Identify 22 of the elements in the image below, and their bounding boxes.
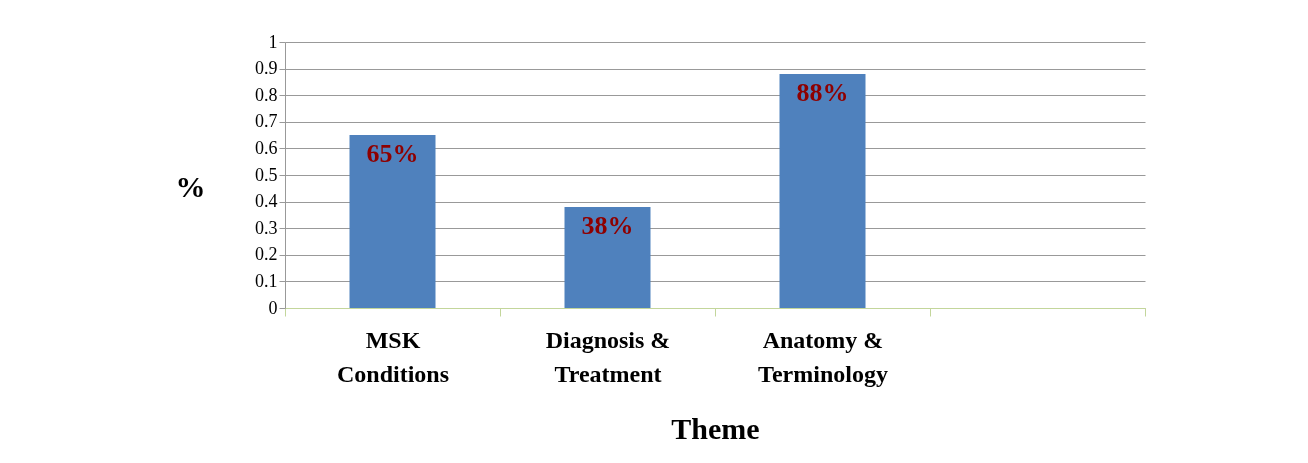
y-tick-label: 0.3 [255,217,278,238]
x-axis-title: Theme [671,411,760,445]
data-label: 38% [581,210,634,240]
data-label: 65% [366,139,419,169]
bar [349,135,436,308]
bar [564,206,651,308]
y-tick-label: 0.6 [255,137,278,158]
x-tick-label: MSK Conditions [336,326,450,387]
y-tick-label: 0.9 [255,58,278,79]
y-tick-label: 0.7 [255,111,278,132]
x-tick-label: Anatomy & Terminology [758,326,888,387]
y-axis-title: % [175,169,206,203]
y-tick-label: 0.2 [255,244,278,265]
y-tick-label: 0.5 [255,164,278,185]
y-tick-label: 0 [268,297,278,318]
y-tick-label: 1 [268,31,278,52]
x-tick-label: Diagnosis & Treatment [545,326,671,387]
y-tick-label: 0.4 [255,191,278,212]
y-tick-label: 0.8 [255,84,278,105]
y-tick-label: 0.1 [255,270,278,291]
data-label: 88% [796,77,849,107]
bar [779,73,866,308]
